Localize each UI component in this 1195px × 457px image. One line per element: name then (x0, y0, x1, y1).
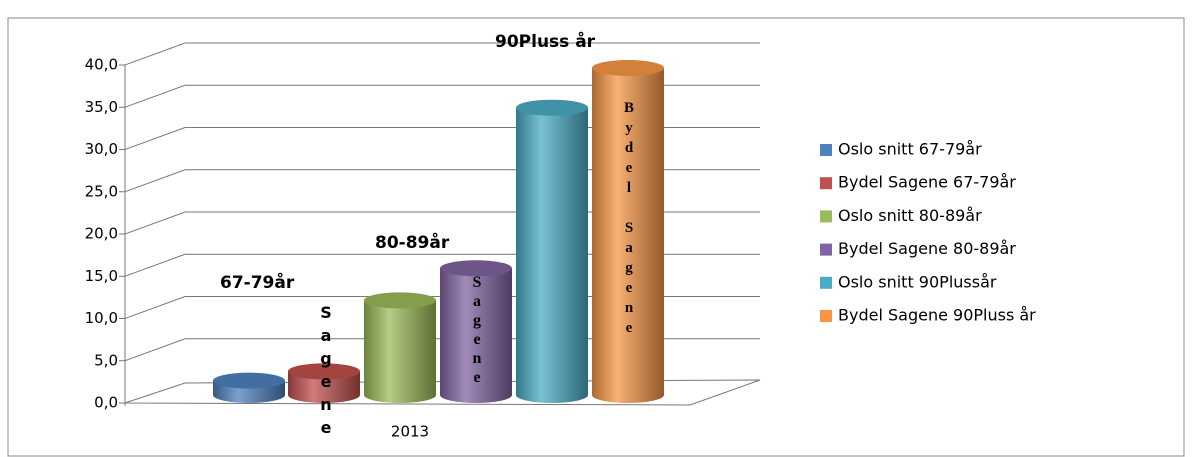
y-tick-label: 0,0 (94, 394, 118, 412)
bar (364, 300, 436, 395)
y-tick-label: 15,0 (85, 267, 118, 285)
bar-top (592, 59, 664, 76)
bar-label: Sagene (469, 274, 486, 388)
bar-label: Sagene (317, 303, 336, 441)
bar (440, 268, 512, 395)
grid-line (124, 84, 760, 108)
y-tick-label: 35,0 (85, 98, 118, 116)
x-tick-label: 2013 (391, 423, 429, 441)
grid-line (124, 42, 760, 66)
bar-top (516, 99, 588, 116)
legend-label: Oslo snitt 80-89år (838, 206, 982, 225)
y-tick-label: 5,0 (94, 351, 118, 369)
bar-label: Bydel Sagene (621, 100, 637, 340)
y-tick-label: 25,0 (85, 182, 118, 200)
legend-swatch (820, 144, 832, 156)
legend-label: Bydel Sagene 80-89år (838, 239, 1016, 258)
bar-top (288, 363, 360, 380)
bar-top (364, 292, 436, 309)
annotation: 80-89år (375, 231, 450, 253)
legend-swatch (820, 210, 832, 223)
legend-label: Bydel Sagene 90Pluss år (838, 306, 1036, 325)
annotation: 90Pluss år (495, 30, 596, 52)
annotation: 67-79år (220, 271, 295, 293)
y-tick-label: 10,0 (85, 309, 118, 327)
bar-top (213, 372, 285, 389)
bar-top (440, 260, 512, 277)
y-tick-label: 30,0 (85, 140, 118, 158)
legend-label: Oslo snitt 90Plussår (838, 272, 997, 291)
bar (592, 67, 664, 396)
legend-swatch (820, 310, 832, 322)
y-tick-label: 20,0 (85, 225, 118, 243)
bar (516, 107, 588, 395)
legend-swatch (820, 177, 832, 190)
legend-swatch (820, 243, 832, 256)
legend-swatch (820, 276, 832, 289)
y-tick-label: 40,0 (85, 56, 118, 74)
legend-label: Oslo snitt 67-79år (838, 140, 982, 159)
legend-label: Bydel Sagene 67-79år (838, 173, 1016, 192)
